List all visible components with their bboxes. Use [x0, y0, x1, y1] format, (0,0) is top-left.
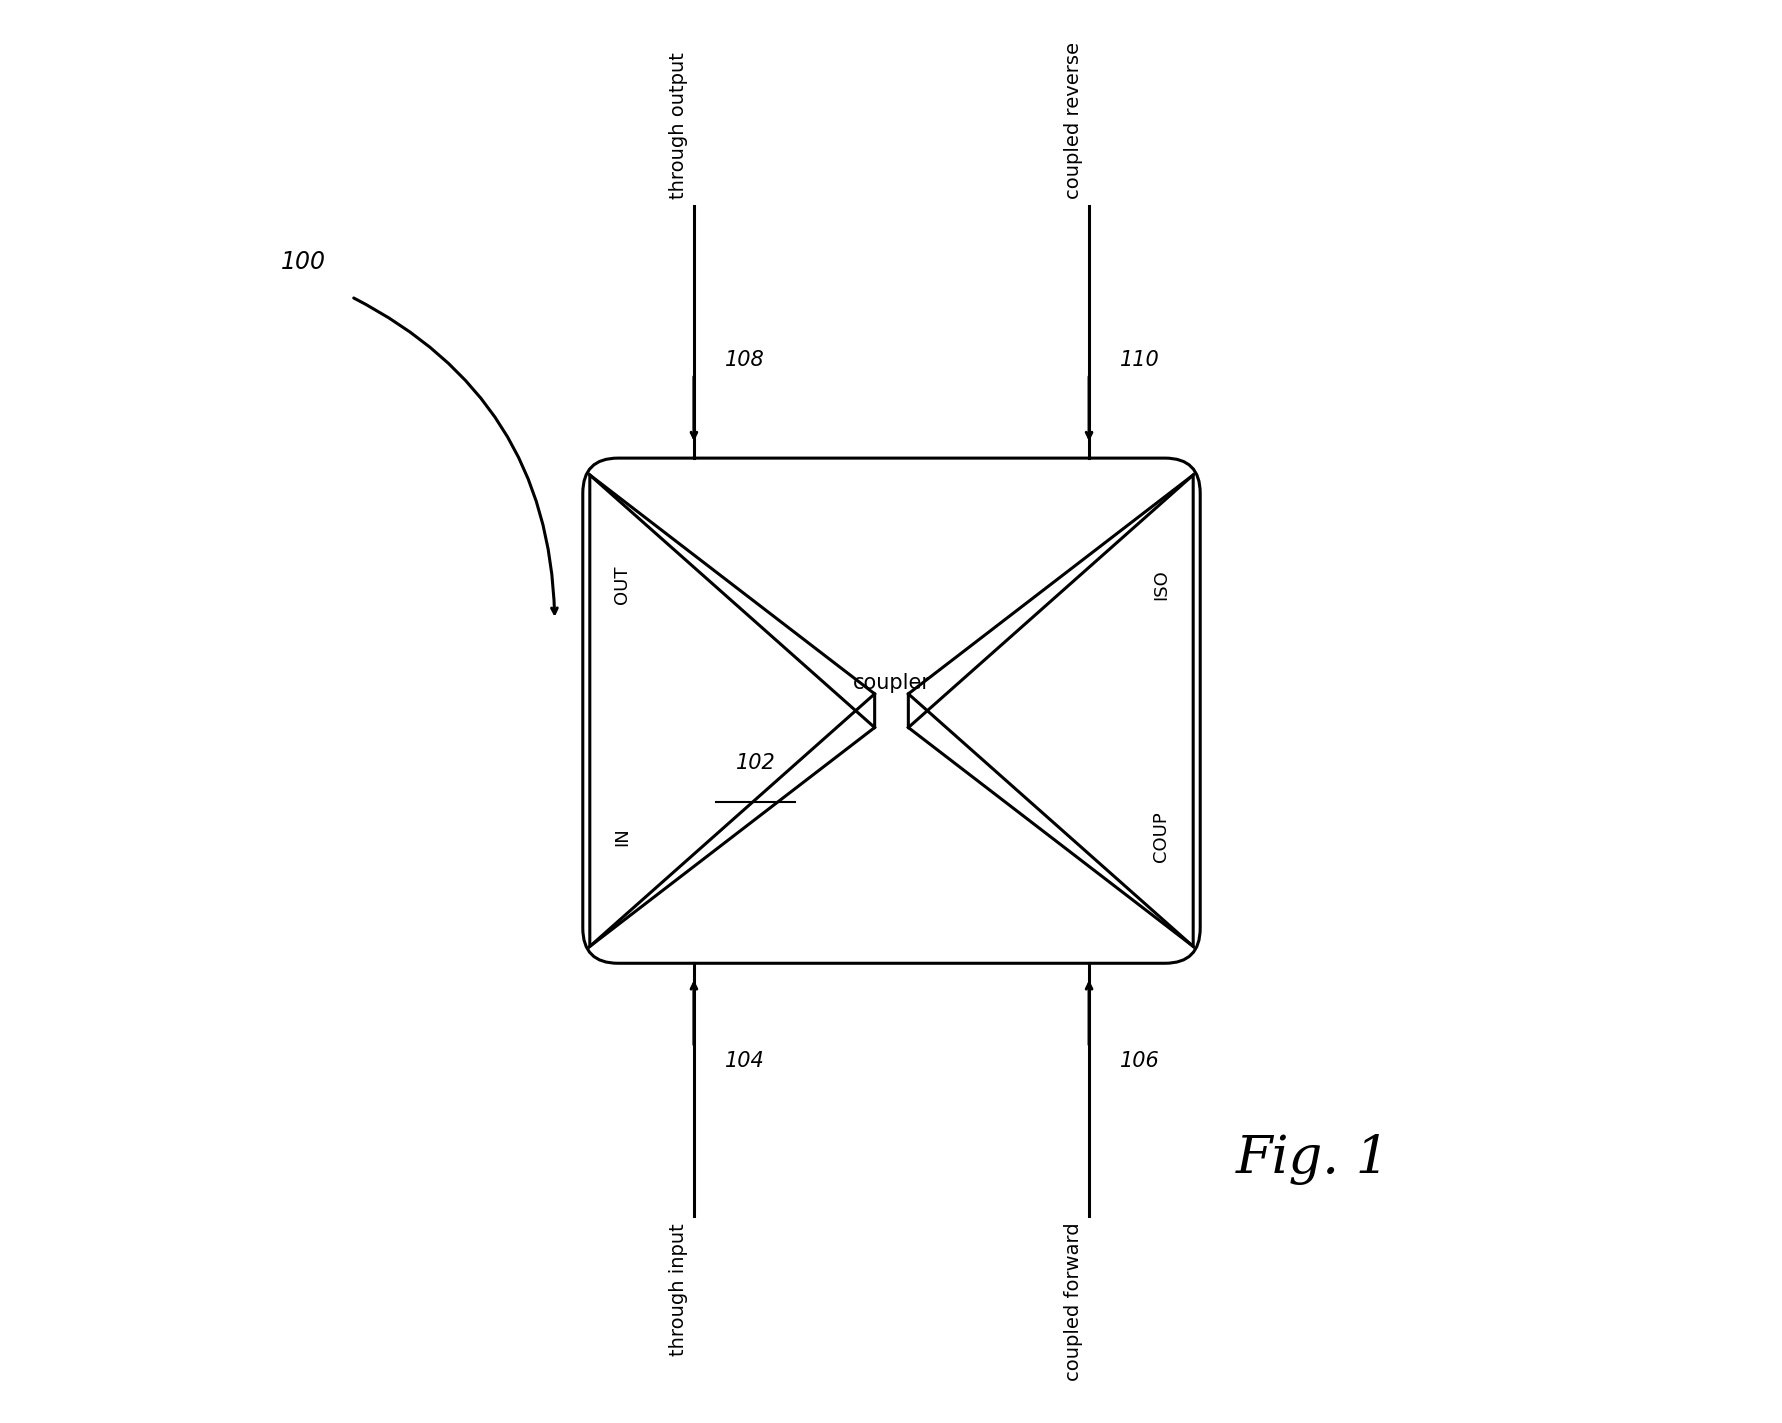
FancyBboxPatch shape — [583, 458, 1199, 963]
Text: Fig. 1: Fig. 1 — [1235, 1134, 1388, 1185]
Text: 100: 100 — [282, 249, 326, 273]
Text: coupled forward: coupled forward — [1064, 1222, 1082, 1382]
Text: 110: 110 — [1119, 350, 1158, 370]
Text: 102: 102 — [736, 753, 775, 773]
Text: COUP: COUP — [1151, 811, 1169, 862]
Text: coupler: coupler — [852, 673, 930, 693]
Text: IN: IN — [613, 828, 631, 847]
Text: through output: through output — [668, 51, 688, 199]
Polygon shape — [907, 475, 1192, 946]
Text: 106: 106 — [1119, 1052, 1158, 1072]
Text: 104: 104 — [725, 1052, 764, 1072]
Polygon shape — [590, 475, 875, 946]
Text: OUT: OUT — [613, 565, 631, 603]
Text: 108: 108 — [725, 350, 764, 370]
Text: coupled reverse: coupled reverse — [1064, 41, 1082, 199]
Text: ISO: ISO — [1151, 569, 1169, 599]
Text: through input: through input — [668, 1222, 688, 1356]
